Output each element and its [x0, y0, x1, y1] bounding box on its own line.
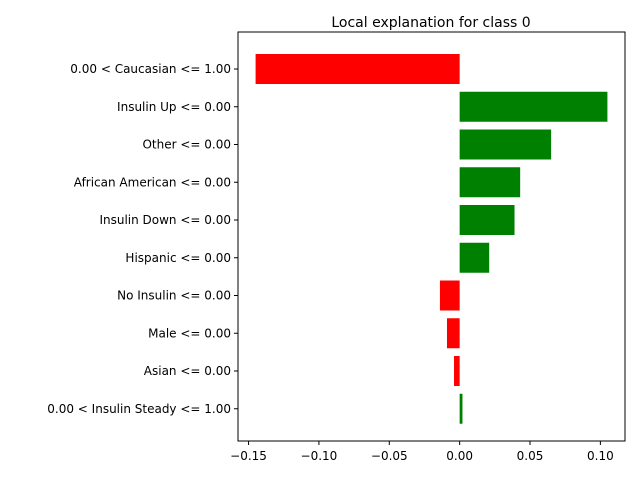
y-tick-label: African American <= 0.00 [74, 175, 231, 189]
y-tick-label: No Insulin <= 0.00 [117, 289, 231, 303]
y-tick-label: 0.00 < Caucasian <= 1.00 [70, 62, 231, 76]
bars-group [255, 54, 608, 424]
bar [255, 54, 460, 84]
bar [454, 356, 460, 386]
bar [446, 318, 460, 349]
bar [459, 91, 608, 122]
bar [459, 393, 463, 424]
y-tick-label: Insulin Up <= 0.00 [117, 100, 231, 114]
y-tick-label: Asian <= 0.00 [144, 364, 231, 378]
bar [459, 205, 515, 235]
x-tick-label: −0.10 [301, 449, 338, 463]
x-axis: −0.15 −0.10 −0.05 0.00 0.05 0.10 [230, 441, 614, 463]
plot-area-frame [237, 31, 626, 442]
y-axis: 0.00 < Caucasian <= 1.00 Insulin Up <= 0.… [47, 62, 238, 416]
x-tick-label: 0.05 [517, 449, 544, 463]
y-tick-label: Male <= 0.00 [148, 326, 231, 340]
x-tick-label: 0.10 [587, 449, 614, 463]
bar [459, 167, 521, 198]
y-tick-label: Other <= 0.00 [142, 138, 231, 152]
x-tick-label: −0.05 [371, 449, 408, 463]
bar [459, 242, 490, 273]
x-tick-label: 0.00 [446, 449, 473, 463]
y-tick-label: Insulin Down <= 0.00 [99, 213, 231, 227]
x-tick-label: −0.15 [230, 449, 267, 463]
y-tick-label: Hispanic <= 0.00 [125, 251, 231, 265]
chart-title: Local explanation for class 0 [331, 15, 530, 31]
bar [459, 129, 552, 160]
bar [439, 280, 460, 311]
y-tick-label: 0.00 < Insulin Steady <= 1.00 [47, 402, 231, 416]
